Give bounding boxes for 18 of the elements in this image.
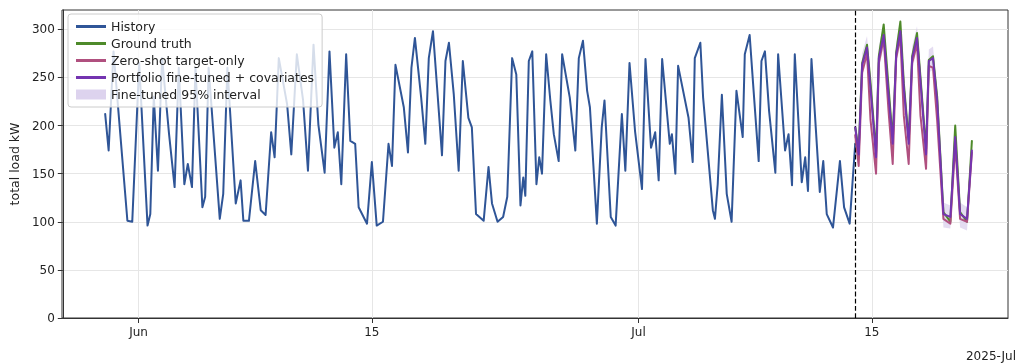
y-tick-label: 100 xyxy=(31,214,55,229)
legend-label: Ground truth xyxy=(111,36,192,51)
y-tick-label: 300 xyxy=(31,22,55,37)
y-axis-title: total load kW xyxy=(7,122,22,206)
x-tick-label: Jul xyxy=(630,325,646,339)
y-tick-label: 200 xyxy=(31,118,55,133)
legend-label: Fine-tuned 95% interval xyxy=(111,87,261,102)
y-tick-label: 250 xyxy=(31,70,55,85)
legend-label: Portfolio fine-tuned + covariates xyxy=(111,70,315,85)
legend-label: History xyxy=(111,19,157,34)
y-tick-label: 150 xyxy=(31,166,55,181)
x-tick-label: 15 xyxy=(364,325,380,339)
x-tick-label: 15 xyxy=(864,325,880,339)
y-tick-label: 0 xyxy=(47,311,55,325)
y-tick-label: 50 xyxy=(39,262,55,277)
legend-label: Zero-shot target-only xyxy=(111,53,246,68)
text: 2025-Jul xyxy=(965,349,1016,363)
x-tick-label: Jun xyxy=(128,325,148,339)
